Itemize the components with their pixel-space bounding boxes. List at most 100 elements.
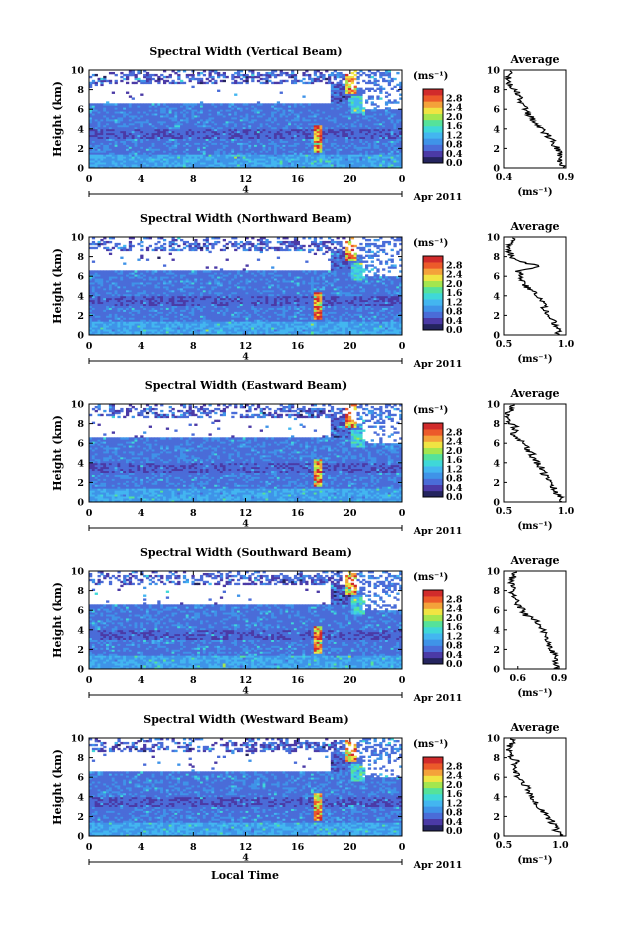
colorbar-segment: [423, 126, 443, 133]
colorbar-segment: [423, 620, 443, 628]
y-tick-label: 8: [77, 252, 84, 263]
x-tick-label: 20: [343, 675, 357, 686]
x-tick-label: 4: [138, 675, 145, 686]
y-tick-label: 0: [77, 665, 84, 676]
x-tick-label: 0: [86, 842, 93, 853]
x-tick-label: 8: [190, 842, 197, 853]
x-tick-label: 0: [399, 174, 406, 185]
colorbar-frame: [422, 589, 444, 665]
colorbar-tick-label: 1.6: [446, 789, 463, 800]
profile-x-tick-label: 1.0: [552, 840, 569, 851]
profile-y-tick-label: 0: [493, 832, 500, 843]
profile-y-tick-label: 4: [493, 625, 500, 636]
y-axis-label: Height (km): [51, 81, 64, 157]
day-label: 4: [242, 352, 249, 363]
colorbar-segment: [423, 775, 443, 782]
colorbar-tick-label: 0.8: [446, 140, 463, 151]
date-label: Apr 2011: [413, 192, 463, 203]
profile-x-tick-label: 0.5: [496, 840, 513, 851]
profile-y-tick-label: 2: [493, 812, 500, 823]
profile-y-tick-label: 0: [493, 665, 500, 676]
x-tick-label: 20: [343, 842, 357, 853]
x-tick-label: 12: [239, 842, 252, 853]
x-tick-label: 0: [399, 842, 406, 853]
y-tick-label: 4: [77, 625, 84, 636]
colorbar-segment: [423, 144, 443, 151]
y-tick-label: 2: [77, 812, 84, 823]
colorbar-segment: [423, 645, 443, 652]
y-tick-label: 6: [77, 439, 84, 450]
colorbar-segment: [423, 472, 443, 479]
colorbar-tick-label: 0.0: [446, 659, 463, 670]
y-tick-label: 0: [77, 164, 84, 175]
colorbar-tick-label: 2.8: [446, 427, 463, 438]
x-tick-label: 4: [138, 174, 145, 185]
colorbar-segment: [423, 429, 443, 436]
y-axis-label: Height (km): [51, 582, 64, 658]
colorbar-tick-label: 1.6: [446, 455, 463, 466]
colorbar-segment: [423, 657, 443, 665]
profile-y-tick-label: 2: [493, 144, 500, 155]
y-tick-label: 6: [77, 105, 84, 116]
colorbar-segment: [423, 274, 443, 281]
date-label: Apr 2011: [413, 359, 463, 370]
heatmap-field: [89, 404, 403, 503]
profile-y-tick-label: 6: [493, 606, 500, 617]
profile-title: Average: [509, 387, 559, 400]
profile-y-tick-label: 6: [493, 272, 500, 283]
x-tick-label: 0: [86, 508, 93, 519]
colorbar-segment: [423, 447, 443, 455]
profile-y-tick-label: 2: [493, 311, 500, 322]
colorbar-segment: [423, 769, 443, 776]
colorbar-segment: [423, 763, 443, 770]
panel-2: Spectral Width (Eastward Beam) 0 2 4 6 8 10 Hei…: [51, 379, 575, 537]
colorbar-segment: [423, 794, 443, 801]
colorbar-segment: [423, 150, 443, 158]
colorbar-segment: [423, 138, 443, 145]
y-tick-label: 8: [77, 586, 84, 597]
profile-x-tick-label: 0.9: [558, 172, 575, 183]
day-label: 4: [242, 853, 249, 864]
profile-y-tick-label: 4: [493, 124, 500, 135]
colorbar-segment: [423, 262, 443, 269]
date-label: Apr 2011: [413, 526, 463, 537]
y-tick-label: 4: [77, 458, 84, 469]
profile-title: Average: [509, 554, 559, 567]
colorbar-tick-label: 1.2: [446, 464, 463, 475]
colorbar-segment: [423, 608, 443, 615]
x-tick-label: 12: [239, 341, 252, 352]
x-tick-label: 12: [239, 174, 252, 185]
y-tick-label: 10: [71, 66, 85, 77]
profile-y-tick-label: 10: [487, 233, 501, 244]
colorbar-segment: [423, 812, 443, 819]
colorbar-frame: [422, 422, 444, 498]
x-tick-label: 12: [239, 508, 252, 519]
colorbar-tick-label: 2.0: [446, 613, 463, 624]
colorbar-unit: (ms⁻¹): [413, 405, 448, 416]
profile-y-tick-label: 10: [487, 734, 501, 745]
profile-x-label: (ms⁻¹): [517, 521, 552, 532]
colorbar-segment: [423, 484, 443, 492]
colorbar-segment: [423, 596, 443, 603]
profile-y-tick-label: 2: [493, 478, 500, 489]
colorbar-tick-label: 0.4: [446, 483, 463, 494]
x-tick-label: 12: [239, 675, 252, 686]
profile-y-tick-label: 6: [493, 439, 500, 450]
colorbar-segment: [423, 627, 443, 634]
profile-frame: [503, 236, 567, 336]
colorbar-tick-label: 2.4: [446, 604, 463, 615]
colorbar-segment: [423, 293, 443, 300]
day-label: 4: [242, 686, 249, 697]
profile-x-tick-label: 0.4: [496, 172, 513, 183]
x-axis-label: Local Time: [211, 869, 279, 882]
heatmap-field: [89, 571, 403, 670]
colorbar-segment: [423, 132, 443, 139]
date-label: Apr 2011: [413, 860, 463, 871]
profile-line: [504, 404, 566, 503]
colorbar-segment: [423, 818, 443, 826]
colorbar-segment: [423, 280, 443, 288]
x-tick-label: 16: [291, 341, 305, 352]
x-tick-label: 0: [86, 174, 93, 185]
colorbar-segment: [423, 639, 443, 646]
